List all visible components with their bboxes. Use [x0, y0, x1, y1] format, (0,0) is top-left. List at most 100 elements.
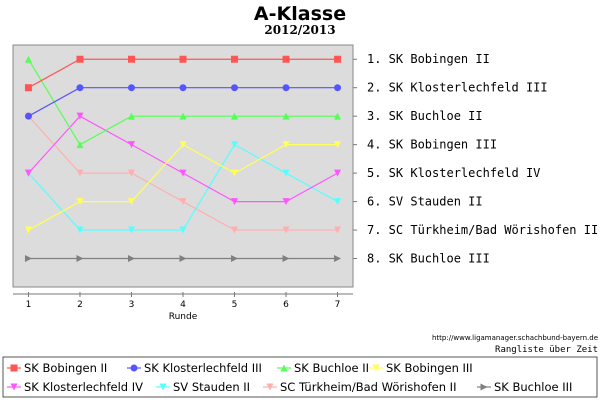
- data-point: [127, 226, 135, 234]
- legend-label: SK Bobingen II: [24, 361, 107, 375]
- data-point: [159, 383, 167, 391]
- legend-label: SK Buchloe II: [294, 361, 369, 375]
- data-point: [24, 255, 32, 263]
- data-point: [130, 364, 138, 372]
- plot-background: [12, 44, 354, 288]
- legend-item: SK Buchloe II: [277, 361, 369, 375]
- data-point: [76, 169, 84, 177]
- data-point: [127, 255, 135, 263]
- data-point: [76, 198, 84, 206]
- data-point: [334, 112, 342, 120]
- data-point: [231, 141, 239, 149]
- data-point: [76, 141, 84, 149]
- data-point: [127, 141, 135, 149]
- ranking-label: 1. SK Bobingen II: [367, 52, 490, 66]
- data-point: [24, 84, 32, 92]
- ranking-label: 5. SK Klosterlechfeld IV: [367, 166, 540, 180]
- legend-item: SK Buchloe III: [477, 380, 572, 394]
- data-point: [334, 198, 342, 206]
- data-point: [127, 198, 135, 206]
- ranking-label: 8. SK Buchloe III: [367, 252, 490, 266]
- data-point: [282, 169, 290, 177]
- footer-url: http://www.ligamanager.schachbund-bayern…: [432, 334, 598, 342]
- series-line: [24, 55, 342, 149]
- legend-item: SK Bobingen II: [7, 361, 107, 375]
- legend-item: SC Türkheim/Bad Wörishofen II: [263, 380, 456, 394]
- data-point: [179, 226, 187, 234]
- x-tick-label: 4: [180, 300, 186, 310]
- series-line: [24, 84, 342, 120]
- legend-label: SK Buchloe III: [494, 380, 572, 394]
- data-point: [231, 55, 239, 63]
- data-point: [282, 84, 290, 92]
- data-point: [24, 169, 32, 177]
- data-point: [76, 55, 84, 63]
- data-point: [334, 84, 342, 92]
- legend-label: SK Klosterlechfeld III: [144, 361, 262, 375]
- data-point: [334, 55, 342, 63]
- legend-item: SK Klosterlechfeld III: [127, 361, 262, 375]
- data-point: [231, 169, 239, 177]
- ranking-label: 4. SK Bobingen III: [367, 138, 497, 152]
- legend-item: SK Bobingen III: [369, 361, 473, 375]
- data-point: [127, 55, 135, 63]
- series-line: [24, 255, 342, 263]
- x-tick-label: 3: [129, 300, 135, 310]
- data-point: [334, 255, 342, 263]
- data-point: [76, 255, 84, 263]
- data-point: [76, 226, 84, 234]
- legend-label: SK Klosterlechfeld IV: [24, 380, 143, 394]
- data-point: [231, 226, 239, 234]
- legend-label: SC Türkheim/Bad Wörishofen II: [280, 380, 456, 394]
- data-point: [231, 198, 239, 206]
- chart-subtitle: 2012/2013: [264, 23, 335, 37]
- data-point: [179, 84, 187, 92]
- data-point: [282, 226, 290, 234]
- data-point: [10, 364, 18, 372]
- data-point: [282, 198, 290, 206]
- data-point: [231, 112, 239, 120]
- series-line: [24, 141, 342, 234]
- data-point: [24, 226, 32, 234]
- data-point: [282, 141, 290, 149]
- ranking-label: 6. SV Stauden II: [367, 195, 483, 209]
- data-point: [24, 55, 32, 63]
- legend-label: SV Stauden II: [173, 380, 250, 394]
- plot-area: 1 2 3 4 5 6 7 Runde: [12, 44, 357, 322]
- data-point: [282, 112, 290, 120]
- data-point: [179, 198, 187, 206]
- legend-item: SV Stauden II: [156, 380, 250, 394]
- legend-label: SK Bobingen III: [386, 361, 473, 375]
- data-point: [334, 226, 342, 234]
- series-line: [24, 55, 342, 92]
- data-point: [266, 383, 274, 391]
- data-point: [282, 255, 290, 263]
- legend-item: SK Klosterlechfeld IV: [7, 380, 143, 394]
- series-line: [24, 112, 342, 206]
- ranking-label: 3. SK Buchloe II: [367, 109, 483, 123]
- data-point: [76, 84, 84, 92]
- legend: SK Bobingen II SK Klosterlechfeld III SK B…: [2, 356, 598, 398]
- data-point: [10, 383, 18, 391]
- data-point: [127, 84, 135, 92]
- data-point: [127, 169, 135, 177]
- data-point: [179, 255, 187, 263]
- series-line: [24, 112, 342, 234]
- data-point: [282, 55, 290, 63]
- data-point: [179, 141, 187, 149]
- x-tick-label: 1: [26, 300, 32, 310]
- x-tick-label: 5: [232, 300, 238, 310]
- data-point: [179, 169, 187, 177]
- chart-title: A-Klasse: [254, 3, 346, 25]
- data-point: [179, 55, 187, 63]
- data-point: [76, 112, 84, 120]
- data-point: [480, 383, 488, 391]
- data-point: [280, 364, 288, 372]
- data-point: [372, 364, 380, 372]
- data-point: [231, 255, 239, 263]
- data-point: [231, 84, 239, 92]
- data-point: [179, 112, 187, 120]
- ranking-label: 2. SK Klosterlechfeld III: [367, 81, 548, 95]
- data-point: [127, 112, 135, 120]
